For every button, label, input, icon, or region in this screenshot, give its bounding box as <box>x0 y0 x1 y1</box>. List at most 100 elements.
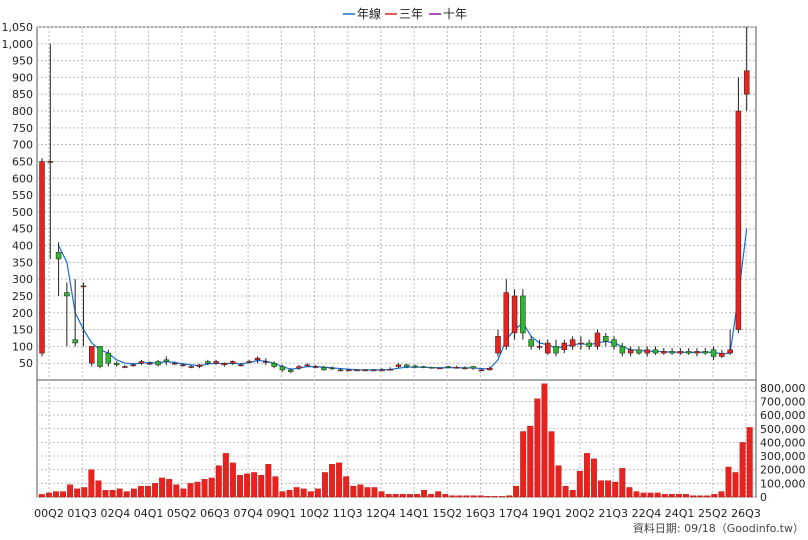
candle-body <box>213 361 219 364</box>
x-tick-label: 12Q4 <box>366 507 396 520</box>
candle-body <box>155 361 161 366</box>
volume-bar <box>286 490 293 498</box>
candle-body <box>437 367 443 370</box>
volume-bar <box>237 475 243 498</box>
volume-bar <box>364 487 371 498</box>
candle-body <box>669 351 675 354</box>
candle-body <box>64 292 70 297</box>
x-tick-label: 17Q4 <box>499 507 529 520</box>
volume-bar <box>194 481 201 498</box>
candle-body <box>528 339 534 347</box>
candle-body <box>561 342 568 350</box>
candle-body <box>147 362 153 365</box>
volume-bar <box>654 492 661 498</box>
volume-bar <box>463 495 470 498</box>
volume-tick-label: 100,000 <box>760 477 806 490</box>
candle-body <box>362 369 369 372</box>
x-tick-label: 15Q2 <box>432 507 462 520</box>
candle-body <box>727 349 733 354</box>
volume-bar <box>746 427 753 498</box>
price-tick-label: 800 <box>12 105 33 118</box>
candle-body <box>113 362 120 366</box>
legend-label: 十年 <box>443 7 467 21</box>
candle-body <box>130 364 136 367</box>
volume-bar <box>74 488 81 498</box>
volume-bar <box>314 488 321 498</box>
price-tick-label: 100 <box>12 340 33 353</box>
price-tick-label: 650 <box>12 155 33 168</box>
volume-bar <box>123 491 130 498</box>
ma-year-line <box>58 228 748 371</box>
chart-legend: 年線 三年 十年 <box>343 6 467 21</box>
x-tick-label: 16Q3 <box>466 507 496 520</box>
volume-bar <box>265 464 272 498</box>
candle-body <box>511 295 518 334</box>
volume-bar <box>279 491 286 498</box>
candle-body <box>279 366 286 371</box>
candle-body <box>188 366 194 368</box>
volume-bar <box>322 472 328 498</box>
candle-body <box>271 362 277 367</box>
x-tick-label: 10Q2 <box>300 507 330 520</box>
candle-body <box>205 361 211 364</box>
candle-body <box>636 349 642 354</box>
volume-bar <box>598 480 604 498</box>
candle-body <box>180 364 186 367</box>
candle-body <box>287 369 294 372</box>
volume-bar <box>371 487 378 498</box>
volume-bar <box>704 495 711 498</box>
volume-bar <box>343 476 350 498</box>
price-tick-label: 350 <box>12 256 33 269</box>
candle-body <box>387 368 393 371</box>
candle-body <box>47 161 54 163</box>
candle-body <box>644 349 650 354</box>
x-tick-label: 26Q3 <box>731 507 761 520</box>
candle-body <box>553 346 559 354</box>
candle-body <box>661 351 667 354</box>
volume-bar <box>626 487 633 498</box>
volume-bar <box>307 491 314 498</box>
candle-body <box>312 366 319 368</box>
volume-bar <box>591 458 597 498</box>
candle-body <box>80 285 87 288</box>
candle-body <box>428 366 435 369</box>
volume-bar <box>548 431 555 498</box>
candle-body <box>337 369 344 372</box>
price-tick-label: 1,000 <box>2 38 34 51</box>
candle-body <box>171 362 178 365</box>
volume-bar <box>732 472 739 498</box>
volume-bar <box>399 494 406 498</box>
price-tick-label: 600 <box>12 172 33 185</box>
candle-body <box>55 251 62 260</box>
volume-bar <box>576 470 583 498</box>
candle-body <box>88 346 95 364</box>
volume-bar <box>513 485 520 498</box>
price-tick-label: 900 <box>12 71 33 84</box>
volume-bar <box>456 495 463 498</box>
price-tick-label: 450 <box>12 223 33 236</box>
candle-body <box>735 110 742 330</box>
volume-bar <box>534 398 541 498</box>
volume-bar <box>201 479 208 498</box>
price-tick-label: 1,050 <box>2 21 34 34</box>
x-tick-label: 06Q3 <box>200 507 230 520</box>
candle-body <box>39 161 45 354</box>
price-axis: 50 100 150 200 250 300 350 400 450 500 550 600 650 70… <box>2 21 34 370</box>
volume-bar <box>45 492 52 498</box>
x-tick-label: 20Q2 <box>565 507 595 520</box>
plot-border <box>36 26 757 498</box>
volume-bar <box>612 481 619 498</box>
candle-body <box>263 361 269 363</box>
volume-bar <box>690 495 697 498</box>
candle-body <box>486 367 493 371</box>
volume-bar <box>392 494 399 498</box>
volume-bar <box>725 466 732 498</box>
volume-bar <box>109 490 116 498</box>
volume-bar <box>244 473 251 498</box>
candle-body <box>346 369 352 372</box>
volume-bar <box>414 494 420 498</box>
candle-body <box>702 351 709 354</box>
price-tick-label: 700 <box>12 139 33 152</box>
volume-bar <box>145 485 151 498</box>
legend-label: 年線 <box>357 6 381 21</box>
